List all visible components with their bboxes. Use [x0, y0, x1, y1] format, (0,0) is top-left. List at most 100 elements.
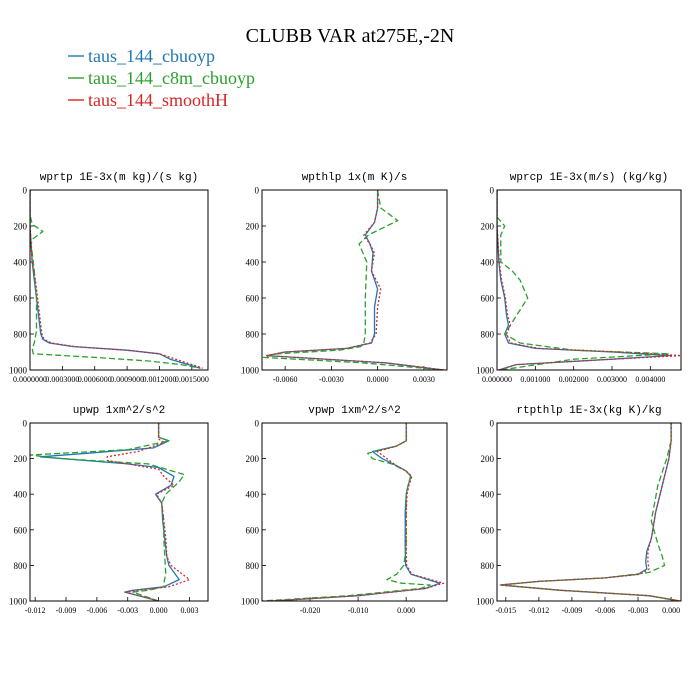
panel-3-xtick-label-0: -0.012: [25, 606, 46, 615]
panel-3-xtick-label-2: -0.006: [87, 606, 108, 615]
panel-1-ytick-label-0: 0: [255, 186, 260, 196]
panel-1-series-group: [262, 190, 444, 370]
panel-4-ytick-label-5: 1000: [241, 597, 260, 607]
panel-2-xtick-label-4: 0.004000: [635, 375, 665, 384]
panel-4-ytick-label-0: 0: [255, 419, 260, 429]
panel-4-ytick-label-3: 600: [246, 525, 260, 535]
panel-2-xtick-label-0: 0.000000: [482, 375, 512, 384]
panel-3: upwp 1xm^2/s^2 0 200 400 600 800 1000-0.012 -0.…: [9, 405, 209, 615]
panel-title-2: wprcp 1E-3x(m/s) (kg/kg): [510, 172, 668, 184]
panel-4-ytick-label-4: 800: [246, 561, 260, 571]
panel-5-xtick-label-2: -0.009: [562, 606, 583, 615]
panel-0-xtick-label-4: 0.0012000: [142, 375, 176, 384]
panel-1-xtick-label-0: -0.0060: [273, 375, 298, 384]
panel-1-ytick-label-3: 600: [246, 294, 260, 304]
figure-title: CLUBB VAR at275E,-2N: [246, 25, 455, 47]
panel-5-xtick-label-1: -0.012: [529, 606, 550, 615]
panel-3-ytick-label-0: 0: [23, 419, 28, 429]
panel-0-series-group: [30, 190, 203, 369]
legend-entry-0: taus_144_cbuoyp: [68, 46, 215, 66]
panel-4-xtick-label-0: -0.020: [300, 606, 321, 615]
panel-0-series-0: [30, 190, 201, 369]
panel-5-ytick-label-4: 800: [481, 561, 495, 571]
panel-0-ytick-label-2: 400: [14, 258, 28, 268]
panel-title-4: vpwp 1xm^2/s^2: [308, 405, 400, 417]
panel-frame-0: [29, 189, 209, 371]
panel-5-xtick-label-4: -0.003: [628, 606, 649, 615]
panel-frame-4: [261, 422, 448, 602]
panel-4-xtick-label-1: -0.010: [348, 606, 369, 615]
panel-3-ytick-label-1: 200: [14, 454, 28, 464]
panel-5-xtick-label-0: -0.015: [495, 606, 516, 615]
legend-label-2: taus_144_smoothH: [88, 90, 228, 110]
legend: taus_144_cbuoyp taus_144_c8m_cbuoyp taus…: [68, 46, 255, 110]
panel-2: wprcp 1E-3x(m/s) (kg/kg) 0 200 400 600 800 100…: [476, 172, 682, 384]
panel-0-xtick-label-0: 0.0000000: [13, 375, 47, 384]
panel-2-ytick-label-2: 400: [481, 258, 495, 268]
panel-5-xtick-label-3: -0.006: [595, 606, 616, 615]
panels-group: wprtp 1E-3x(m kg)/(s kg) 0 200 400 600 800 100…: [9, 172, 682, 615]
panel-1-ytick-label-5: 1000: [241, 366, 260, 376]
panel-5-series-1: [499, 423, 681, 601]
panel-1-ytick-label-2: 400: [246, 258, 260, 268]
panel-2-xtick-label-3: 0.003000: [597, 375, 627, 384]
panel-0-xtick-label-5: 0.0015000: [175, 375, 209, 384]
panel-5-xtick-label-5: 0.000: [662, 606, 680, 615]
legend-entry-2: taus_144_smoothH: [68, 90, 228, 110]
panel-5-ytick-label-2: 400: [481, 490, 495, 500]
panel-4-ytick-label-1: 200: [246, 454, 260, 464]
panel-3-xtick-label-3: -0.003: [117, 606, 138, 615]
panel-0-ytick-label-0: 0: [23, 186, 28, 196]
panel-0-ytick-label-4: 800: [14, 330, 28, 340]
panel-1: wpthlp 1x(m K)/s 0 200 400 600 800 1000 -0.0060…: [241, 172, 448, 384]
panel-3-ytick-label-5: 1000: [9, 597, 28, 607]
panel-0-ytick-label-1: 200: [14, 222, 28, 232]
panel-2-ytick-label-0: 0: [490, 186, 495, 196]
panel-3-series-2: [106, 423, 191, 601]
panel-title-0: wprtp 1E-3x(m kg)/(s kg): [40, 172, 198, 184]
panel-2-series-group: [497, 190, 681, 370]
panel-2-xtick-label-1: 0.001000: [520, 375, 550, 384]
panel-3-xtick-label-1: -0.009: [56, 606, 77, 615]
panel-4-ytick-label-2: 400: [246, 490, 260, 500]
panel-frame-3: [29, 422, 209, 602]
panel-frame-1: [261, 189, 448, 371]
panel-4-series-2: [271, 423, 445, 601]
panel-3-ytick-label-4: 800: [14, 561, 28, 571]
panel-3-ytick-label-3: 600: [14, 525, 28, 535]
panel-1-ytick-label-4: 800: [246, 330, 260, 340]
panel-2-series-2: [497, 190, 681, 370]
panel-title-1: wpthlp 1x(m K)/s: [302, 172, 408, 184]
panel-0-ytick-label-5: 1000: [9, 366, 28, 376]
panel-2-ytick-label-5: 1000: [476, 366, 495, 376]
panel-3-xtick-label-5: 0.003: [180, 606, 198, 615]
panel-5: rtpthlp 1E-3x(kg K)/kg02004006008001000-…: [476, 405, 682, 615]
panel-title-3: upwp 1xm^2/s^2: [73, 405, 165, 417]
panel-4-series-1: [262, 423, 431, 601]
panel-2-ytick-label-1: 200: [481, 222, 495, 232]
panel-2-ytick-label-4: 800: [481, 330, 495, 340]
panel-0-series-1: [30, 190, 201, 369]
panel-5-ytick-label-1: 200: [481, 454, 495, 464]
panel-5-ytick-label-3: 600: [481, 525, 495, 535]
panel-0-xtick-label-1: 0.0003000: [45, 375, 79, 384]
legend-label-1: taus_144_c8m_cbuoyp: [88, 68, 255, 88]
panel-0: wprtp 1E-3x(m kg)/(s kg) 0 200 400 600 800 100…: [9, 172, 209, 384]
panel-5-series-2: [499, 423, 681, 601]
legend-label-0: taus_144_cbuoyp: [88, 46, 215, 66]
panel-3-series-group: [30, 423, 191, 601]
panel-3-series-0: [39, 423, 180, 601]
panel-3-ytick-label-2: 400: [14, 490, 28, 500]
panel-1-series-1: [262, 190, 444, 370]
panel-3-series-1: [30, 423, 185, 601]
panel-5-ytick-label-5: 1000: [476, 597, 495, 607]
panel-5-series-group: [499, 423, 681, 601]
panel-4-xtick-label-2: 0.000: [397, 606, 415, 615]
panel-0-xtick-label-3: 0.0009000: [110, 375, 144, 384]
legend-entry-1: taus_144_c8m_cbuoyp: [68, 68, 255, 88]
panel-4-series-group: [262, 423, 445, 601]
panel-0-ytick-label-3: 600: [14, 294, 28, 304]
panel-frame-5: [496, 422, 682, 602]
panel-1-ytick-label-1: 200: [246, 222, 260, 232]
